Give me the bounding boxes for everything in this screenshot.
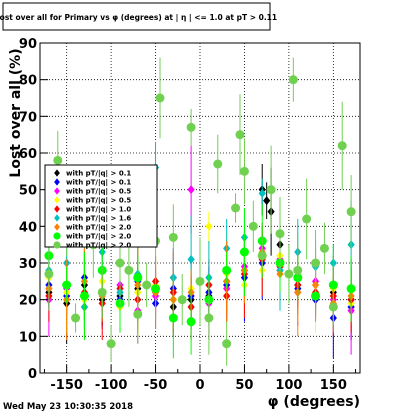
data-point [293, 265, 303, 275]
title-box: Lost over all for Primary vs φ (degrees)… [0, 2, 277, 31]
data-point [337, 141, 347, 151]
legend-label: with pT/|q| > 0.1 [66, 170, 131, 179]
data-point [168, 232, 178, 242]
data-point [205, 221, 213, 231]
data-point [187, 254, 195, 264]
data-point [142, 280, 152, 290]
data-point [133, 273, 143, 283]
legend-box [44, 164, 158, 248]
data-point [195, 276, 205, 286]
data-point [222, 339, 232, 349]
data-point [62, 280, 72, 290]
y-tick-label: 90 [19, 37, 37, 52]
data-point [239, 247, 249, 257]
y-tick-label: 40 [19, 220, 37, 235]
data-point [346, 284, 356, 294]
data-point [124, 265, 134, 275]
chart-title: Lost over all for Primary vs φ (degrees)… [0, 13, 277, 23]
data-point [302, 214, 312, 224]
axis-layer: -150 -100 -50 0 50 100 150 0 10 20 30 40 50 60 70 80 90 [19, 37, 357, 393]
data-point [319, 243, 329, 253]
legend-label: with pT/|q| > 2.0 [66, 242, 131, 251]
y-tick-label: 50 [19, 184, 37, 199]
data-point [239, 166, 249, 176]
data-point [187, 185, 195, 195]
data-point [133, 309, 143, 319]
series-layer [44, 57, 356, 366]
data-point [266, 185, 276, 195]
y-tick-label: 80 [19, 74, 37, 89]
data-point [222, 265, 232, 275]
legend-label: with pT/|q| > 2.0 [66, 233, 131, 242]
legend-marker [54, 214, 60, 222]
data-point [248, 221, 258, 231]
data-point [263, 196, 271, 206]
x-axis-label: φ (degrees) [268, 394, 360, 410]
data-point [79, 291, 89, 301]
legend-marker [54, 169, 60, 177]
data-point [71, 313, 81, 323]
x-tick-label: 150 [320, 378, 347, 393]
legend-label: with pT/|q| > 2.0 [66, 224, 131, 233]
data-point [106, 339, 116, 349]
legend-label: with pT/|q| > 1.0 [66, 206, 131, 215]
timestamp-footer: Wed May 23 10:30:35 2018 [3, 402, 133, 412]
y-tick-label: 10 [19, 330, 37, 345]
x-tick-label: -100 [95, 378, 128, 393]
x-tick-label: 0 [195, 378, 204, 393]
legend-marker [54, 196, 60, 204]
data-point [235, 130, 245, 140]
data-point [257, 251, 267, 261]
legend-marker [54, 205, 60, 213]
data-point [231, 203, 241, 213]
data-point [97, 287, 107, 297]
data-point [288, 75, 298, 85]
data-point [213, 159, 223, 169]
data-point [328, 280, 338, 290]
data-point [328, 302, 338, 312]
data-point [258, 188, 266, 198]
legend-marker [53, 232, 61, 240]
data-point [346, 207, 356, 217]
data-point [44, 269, 54, 279]
data-point [53, 155, 63, 165]
legend-marker [54, 223, 60, 231]
y-tick-label: 20 [19, 294, 37, 309]
legend-label: with pT/|q| > 0.5 [66, 197, 131, 206]
y-tick-label: 0 [28, 367, 37, 382]
legend-label: with pT/|q| > 0.1 [66, 179, 131, 188]
data-point [186, 122, 196, 132]
x-tick-label: 100 [275, 378, 302, 393]
x-tick-label: 50 [235, 378, 253, 393]
data-point [284, 269, 294, 279]
legend-marker [53, 241, 61, 249]
legend-label: with pT/|q| > 1.6 [66, 215, 131, 224]
data-point [204, 313, 214, 323]
legend-marker [54, 187, 60, 195]
data-point [155, 93, 165, 103]
legend-marker [54, 178, 60, 186]
legend-label: with pT/|q| > 0.5 [66, 188, 131, 197]
data-point [115, 258, 125, 268]
x-tick-label: -50 [144, 378, 168, 393]
data-point [177, 295, 187, 305]
data-point [275, 229, 285, 239]
data-point [168, 313, 178, 323]
data-point [186, 317, 196, 327]
data-point [311, 258, 321, 268]
y-tick-label: 60 [19, 147, 37, 162]
y-axis-label: Lost over all (%) [8, 48, 24, 177]
x-tick-label: -150 [50, 378, 83, 393]
data-point [151, 284, 161, 294]
y-tick-label: 30 [19, 257, 37, 272]
y-tick-label: 70 [19, 110, 37, 125]
